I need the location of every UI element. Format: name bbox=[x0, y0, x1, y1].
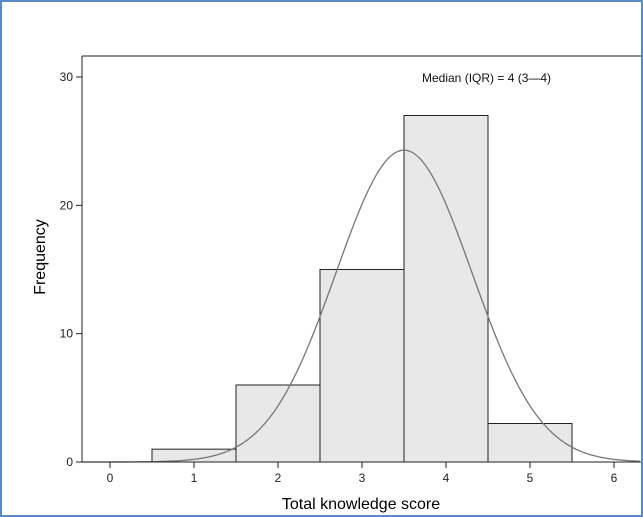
histogram-bar bbox=[235, 384, 321, 463]
x-tick-label: 6 bbox=[611, 471, 618, 485]
y-axis-title: Frequency bbox=[32, 219, 49, 295]
x-tick-label: 3 bbox=[359, 471, 366, 485]
x-tick-label: 0 bbox=[107, 471, 114, 485]
histogram-bar bbox=[151, 448, 237, 463]
x-tick-label: 1 bbox=[191, 471, 198, 485]
y-tick-label: 10 bbox=[60, 327, 74, 341]
x-axis-title: Total knowledge score bbox=[282, 496, 440, 513]
y-tick-label: 0 bbox=[66, 455, 73, 469]
normal-curve bbox=[82, 149, 641, 463]
bars-group bbox=[151, 115, 573, 463]
median-iqr-annotation: Median (IQR) = 4 (3—4) bbox=[422, 71, 551, 85]
y-tick-label: 20 bbox=[60, 198, 74, 212]
x-tick-label: 2 bbox=[275, 471, 282, 485]
x-tick-label: 5 bbox=[527, 471, 534, 485]
histogram-bar bbox=[403, 115, 489, 463]
histogram-bar bbox=[487, 423, 573, 463]
x-tick-label: 4 bbox=[443, 471, 450, 485]
axes-group: 0 10 20 30 0 1 2 3 4 5 6 bbox=[60, 55, 641, 485]
histogram-bar bbox=[319, 269, 405, 463]
y-tick-label: 30 bbox=[60, 70, 74, 84]
